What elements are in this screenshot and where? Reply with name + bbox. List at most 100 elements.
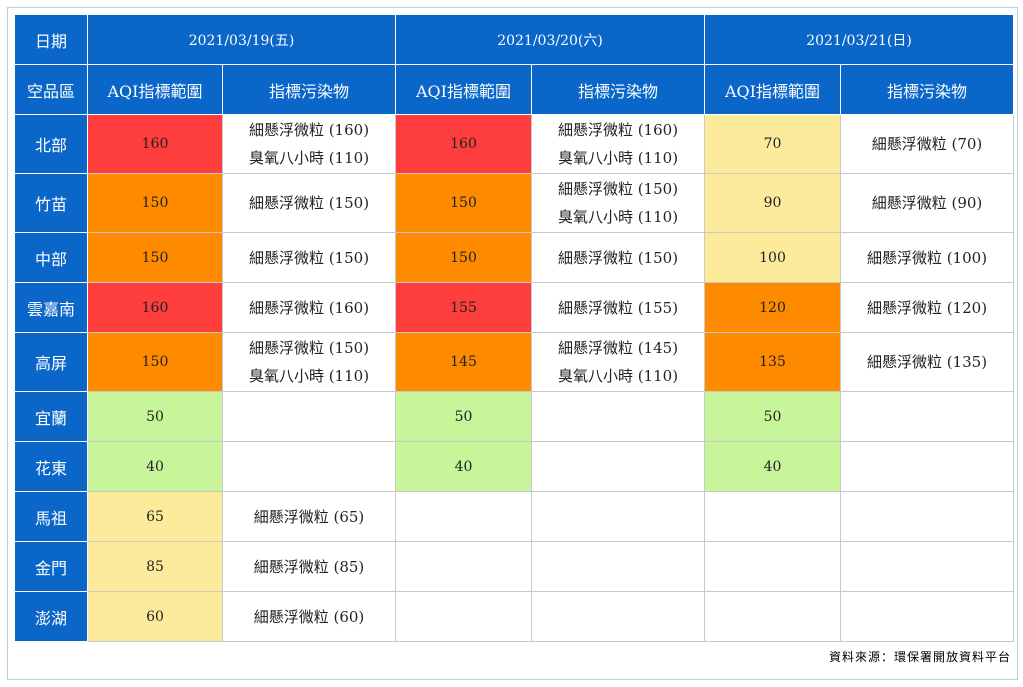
region-header-label: 空品區 [14, 64, 88, 115]
pollutant-cell: 細懸浮微粒 (100) [840, 232, 1014, 283]
pollutant-cell: 細懸浮微粒 (160) [222, 282, 396, 333]
table-row: 澎湖 60 細懸浮微粒 (60) [14, 591, 1014, 642]
pollutant-cell: 細懸浮微粒 (65) [222, 491, 396, 542]
pollutant-cell [222, 441, 396, 492]
pollutant-entry: 細懸浮微粒 (60) [253, 607, 365, 626]
region-cell: 馬祖 [14, 491, 88, 542]
pollutant-entry: 細懸浮微粒 (90) [871, 194, 983, 212]
aqi-cell: 160 [87, 114, 223, 174]
aqi-cell: 160 [395, 114, 532, 174]
pollutant-header-3: 指標污染物 [840, 64, 1014, 115]
aqi-cell: 150 [87, 173, 223, 233]
region-cell: 宜蘭 [14, 391, 88, 442]
pollutant-entry: 細懸浮微粒 (160) [248, 298, 370, 317]
aqi-cell: 85 [87, 541, 223, 592]
pollutant-entry: 細懸浮微粒 (150) [557, 248, 679, 267]
aqi-cell: 40 [704, 441, 841, 492]
date-header-2: 2021/03/20(六) [395, 14, 705, 65]
table-row: 雲嘉南 160 細懸浮微粒 (160) 155 細懸浮微粒 (155) 120 細懸浮微粒 … [14, 282, 1014, 333]
pollutant-cell: 細懸浮微粒 (150) [222, 173, 396, 233]
pollutant-entry: 細懸浮微粒 (65) [253, 507, 365, 526]
pollutant-cell [840, 541, 1014, 592]
aqi-cell: 90 [704, 173, 841, 233]
pollutant-cell [222, 391, 396, 442]
pollutant-entry: 臭氧八小時 (110) [557, 367, 679, 385]
aqi-cell [704, 591, 841, 642]
region-cell: 金門 [14, 541, 88, 592]
pollutant-cell: 細懸浮微粒 (135) [840, 332, 1014, 392]
aqi-header-3: AQI指標範圍 [704, 64, 841, 115]
table-row: 金門 85 細懸浮微粒 (85) [14, 541, 1014, 592]
pollutant-cell: 細懸浮微粒 (60) [222, 591, 396, 642]
table-row: 中部 150 細懸浮微粒 (150) 150 細懸浮微粒 (150) 100 細懸浮微粒 (… [14, 232, 1014, 283]
pollutant-entry: 細懸浮微粒 (155) [557, 298, 679, 317]
aqi-cell: 50 [87, 391, 223, 442]
pollutant-entry: 細懸浮微粒 (160) [248, 121, 370, 139]
aqi-cell: 150 [395, 232, 532, 283]
aqi-cell: 145 [395, 332, 532, 392]
aqi-header-1: AQI指標範圍 [87, 64, 223, 115]
pollutant-cell [531, 391, 705, 442]
pollutant-entry: 細懸浮微粒 (85) [253, 557, 365, 576]
aqi-cell: 155 [395, 282, 532, 333]
pollutant-cell: 細懸浮微粒 (90) [840, 173, 1014, 233]
pollutant-cell: 細懸浮微粒 (160) 臭氧八小時 (110) [222, 114, 396, 174]
pollutant-cell: 細懸浮微粒 (120) [840, 282, 1014, 333]
pollutant-entry: 臭氧八小時 (110) [557, 149, 679, 167]
pollutant-cell: 細懸浮微粒 (160) 臭氧八小時 (110) [531, 114, 705, 174]
aqi-cell: 120 [704, 282, 841, 333]
region-cell: 雲嘉南 [14, 282, 88, 333]
pollutant-cell [840, 391, 1014, 442]
aqi-cell [704, 491, 841, 542]
pollutant-entry: 細懸浮微粒 (70) [871, 135, 983, 153]
region-cell: 竹苗 [14, 173, 88, 233]
pollutant-header-1: 指標污染物 [222, 64, 396, 115]
pollutant-cell: 細懸浮微粒 (155) [531, 282, 705, 333]
table-row: 竹苗 150 細懸浮微粒 (150) 150 細懸浮微粒 (150) 臭氧八小時 (110… [14, 173, 1014, 233]
region-cell: 花東 [14, 441, 88, 492]
pollutant-cell: 細懸浮微粒 (70) [840, 114, 1014, 174]
pollutant-cell [531, 591, 705, 642]
pollutant-entry: 細懸浮微粒 (150) [248, 194, 370, 212]
pollutant-cell: 細懸浮微粒 (150) 臭氧八小時 (110) [222, 332, 396, 392]
pollutant-cell: 細懸浮微粒 (150) [222, 232, 396, 283]
aqi-cell [704, 541, 841, 592]
table-row: 高屏 150 細懸浮微粒 (150) 臭氧八小時 (110) 145 細懸浮微粒 (145… [14, 332, 1014, 392]
pollutant-entry: 細懸浮微粒 (160) [557, 121, 679, 139]
region-cell: 高屏 [14, 332, 88, 392]
table-row: 北部 160 細懸浮微粒 (160) 臭氧八小時 (110) 160 細懸浮微粒 (160… [14, 114, 1014, 174]
pollutant-cell [531, 491, 705, 542]
date-header-1: 2021/03/19(五) [87, 14, 396, 65]
region-cell: 中部 [14, 232, 88, 283]
aqi-cell: 70 [704, 114, 841, 174]
pollutant-cell [840, 441, 1014, 492]
pollutant-entry: 細懸浮微粒 (135) [866, 353, 988, 371]
region-cell: 北部 [14, 114, 88, 174]
aqi-cell: 40 [395, 441, 532, 492]
aqi-cell: 150 [87, 232, 223, 283]
table-row: 宜蘭 50 50 50 [14, 391, 1014, 442]
date-header-label: 日期 [14, 14, 88, 65]
aqi-cell: 40 [87, 441, 223, 492]
table-row: 花東 40 40 40 [14, 441, 1014, 492]
pollutant-entry: 細懸浮微粒 (145) [557, 339, 679, 357]
pollutant-cell [840, 591, 1014, 642]
aqi-cell: 150 [87, 332, 223, 392]
pollutant-entry: 臭氧八小時 (110) [557, 208, 679, 226]
aqi-cell: 150 [395, 173, 532, 233]
pollutant-cell: 細懸浮微粒 (150) 臭氧八小時 (110) [531, 173, 705, 233]
pollutant-entry: 細懸浮微粒 (150) [248, 339, 370, 357]
aqi-cell: 50 [704, 391, 841, 442]
date-header-3: 2021/03/21(日) [704, 14, 1014, 65]
aqi-cell [395, 591, 532, 642]
aqi-cell [395, 541, 532, 592]
aqi-cell: 60 [87, 591, 223, 642]
aqi-cell [395, 491, 532, 542]
aqi-cell: 50 [395, 391, 532, 442]
pollutant-entry: 細懸浮微粒 (150) [557, 180, 679, 198]
region-cell: 澎湖 [14, 591, 88, 642]
pollutant-cell [531, 441, 705, 492]
pollutant-cell: 細懸浮微粒 (145) 臭氧八小時 (110) [531, 332, 705, 392]
aqi-header-2: AQI指標範圍 [395, 64, 532, 115]
table-row: 馬祖 65 細懸浮微粒 (65) [14, 491, 1014, 542]
